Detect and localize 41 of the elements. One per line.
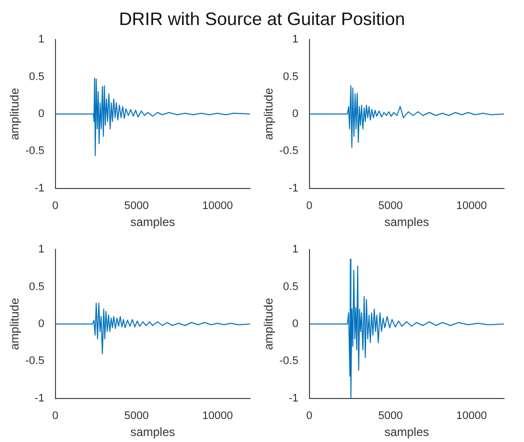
y-tick-label: -0.5 xyxy=(25,145,44,158)
y-axis-title: amplitude xyxy=(262,298,276,350)
y-axis-title: amplitude xyxy=(262,88,276,140)
y-tick-label: -0.5 xyxy=(279,145,298,158)
y-tick-label: -0.5 xyxy=(279,355,298,368)
x-tick-label: 5000 xyxy=(378,200,403,212)
x-axis-title: samples xyxy=(130,215,176,230)
y-tick-label: 1 xyxy=(38,34,44,46)
y-axis-title: amplitude xyxy=(8,298,22,350)
y-tick-label: -1 xyxy=(288,392,298,404)
x-tick-label: 10000 xyxy=(456,410,487,422)
y-tick-label: 1 xyxy=(292,34,298,46)
x-tick-label: 0 xyxy=(306,200,312,212)
y-tick-label: 0 xyxy=(292,108,298,120)
y-tick-label: 0.5 xyxy=(283,70,298,83)
x-axis-title: samples xyxy=(384,425,430,440)
x-tick-label: 10000 xyxy=(456,200,487,212)
y-tick-label: 0 xyxy=(292,318,298,330)
x-axis-title: samples xyxy=(130,425,176,440)
x-tick-label: 5000 xyxy=(124,410,149,422)
y-tick-label: -1 xyxy=(34,182,44,194)
x-tick-label: 10000 xyxy=(202,200,233,212)
y-tick-label: 0.5 xyxy=(29,70,44,83)
y-tick-label: 1 xyxy=(292,244,298,256)
y-tick-label: 0 xyxy=(38,108,44,120)
x-tick-label: 0 xyxy=(52,200,58,212)
x-tick-label: 0 xyxy=(306,410,312,422)
chart-title: DRIR with Source at Guitar Position xyxy=(118,8,406,30)
y-tick-label: 1 xyxy=(38,244,44,256)
x-tick-label: 0 xyxy=(52,410,58,422)
y-tick-label: -1 xyxy=(288,182,298,194)
y-tick-label: 0 xyxy=(38,318,44,330)
y-tick-label: -0.5 xyxy=(25,355,44,368)
y-tick-label: -1 xyxy=(34,392,44,404)
x-axis-title: samples xyxy=(384,215,430,230)
y-tick-label: 0.5 xyxy=(283,280,298,293)
x-tick-label: 10000 xyxy=(202,410,233,422)
x-tick-label: 5000 xyxy=(124,200,149,212)
y-axis-title: amplitude xyxy=(8,88,22,140)
y-tick-label: 0.5 xyxy=(29,280,44,293)
x-tick-label: 5000 xyxy=(378,410,403,422)
